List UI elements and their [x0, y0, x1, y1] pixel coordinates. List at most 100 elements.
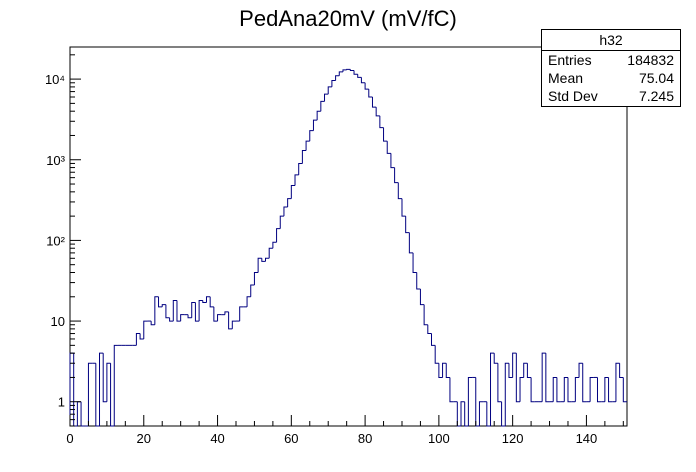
stats-box: h32 Entries 184832 Mean 75.04 Std Dev 7.… [541, 29, 681, 107]
stats-label: Mean [548, 70, 584, 86]
stats-label: Std Dev [548, 88, 598, 104]
stats-label: Entries [548, 52, 592, 68]
histogram-bin [69, 352, 74, 426]
histogram-bin [526, 363, 532, 378]
histogram-bin [180, 314, 185, 322]
histogram-bin [346, 68, 351, 70]
stats-value: 184832 [627, 52, 674, 68]
x-tick-label: 120 [502, 431, 524, 446]
y-tick-label: 10 [51, 314, 65, 329]
histogram-bin [604, 376, 609, 402]
histogram-bin [467, 376, 473, 426]
histogram-bin [512, 352, 517, 378]
histogram-bin [172, 299, 177, 322]
histogram-bin [501, 401, 506, 427]
histogram-bin [423, 304, 428, 326]
histogram-bin [490, 352, 495, 426]
histogram-bin [268, 247, 273, 259]
histogram-bin [556, 377, 561, 403]
histogram-bin [508, 363, 513, 378]
histogram-bin [563, 376, 568, 402]
stats-value: 75.04 [638, 70, 674, 86]
stats-row-stddev: Std Dev 7.245 [542, 87, 680, 105]
histogram-bin [265, 257, 270, 262]
histogram-bin [213, 306, 218, 322]
histogram-bin [445, 363, 450, 378]
histogram-bin [545, 353, 550, 403]
histogram-bin [608, 377, 613, 403]
x-tick-label: 140 [576, 431, 598, 446]
histogram-bin [228, 311, 233, 330]
histogram-bin [408, 232, 414, 254]
histogram-bin [165, 304, 170, 319]
histogram-bin [530, 377, 535, 403]
histogram-bin [353, 70, 358, 75]
stats-value: 7.245 [638, 88, 674, 104]
histogram-bin [80, 401, 85, 427]
histogram-bin [401, 198, 406, 217]
histogram-bin [368, 89, 373, 98]
stats-row-mean: Mean 75.04 [542, 69, 680, 87]
histogram-bin [99, 352, 104, 426]
histogram-bin [589, 376, 594, 402]
histogram-bin [324, 93, 329, 102]
x-tick-label: 20 [137, 431, 151, 446]
histogram-bin [412, 252, 417, 274]
histogram-bin [523, 362, 528, 378]
histogram-bin [110, 363, 115, 427]
x-tick-label: 80 [358, 431, 372, 446]
histogram-bin [272, 241, 277, 249]
plot-area: 0 20 40 60 80 100 120 140 1 10 10² 10³ 10⁴ [45, 46, 628, 446]
histogram-bin [357, 74, 362, 78]
plot-frame [69, 46, 628, 427]
histogram-bin [493, 353, 498, 364]
histogram-bin [87, 362, 93, 426]
histogram-bin [331, 80, 336, 87]
histogram-bin [349, 69, 355, 71]
histogram-bin [257, 257, 262, 273]
histogram-bin [515, 353, 521, 403]
x-tick-label: 60 [284, 431, 298, 446]
histogram-bin [106, 362, 111, 402]
histogram-bin [187, 314, 192, 319]
histogram-bin [434, 345, 439, 364]
histogram-bin [375, 107, 380, 117]
histogram-bin [574, 376, 580, 402]
histogram-bin [150, 321, 155, 326]
histogram-bin [497, 363, 502, 403]
histogram-bin [113, 344, 118, 426]
histogram-bin [139, 333, 144, 340]
histogram-bin [276, 228, 281, 243]
histogram-bin [261, 258, 266, 262]
histogram-bin [578, 362, 583, 378]
histogram-bin [198, 299, 203, 322]
stats-box-name: h32 [542, 30, 680, 51]
histogram-bin [316, 110, 321, 121]
histogram-bin [250, 284, 255, 297]
histogram-bin [519, 376, 524, 402]
histogram-bin [161, 304, 166, 307]
histogram-bin [397, 182, 402, 200]
histogram-bin [552, 376, 557, 402]
chart-title: PedAna20mV (mV/fC) [239, 6, 457, 31]
histogram-bin [342, 69, 347, 72]
histogram-bin [390, 153, 395, 169]
histogram-bin [246, 296, 251, 307]
x-tick-label: 0 [66, 431, 73, 446]
histogram-bin [320, 100, 325, 112]
histogram-bin [427, 324, 432, 335]
histogram-bin [442, 362, 447, 378]
histogram-bin [541, 352, 546, 402]
histogram-bin [154, 296, 159, 325]
y-tick-label: 10³ [46, 153, 65, 168]
y-tick-label: 10² [46, 233, 65, 248]
histogram-bin [298, 162, 303, 175]
histogram-bin [176, 300, 181, 322]
histogram-bin [294, 174, 299, 186]
histogram-bin [371, 96, 377, 108]
histogram-bin [191, 301, 196, 318]
histogram-bin [338, 71, 343, 76]
histogram-bin [239, 306, 244, 322]
histogram-bin [486, 401, 491, 427]
histogram-bin [335, 75, 340, 81]
